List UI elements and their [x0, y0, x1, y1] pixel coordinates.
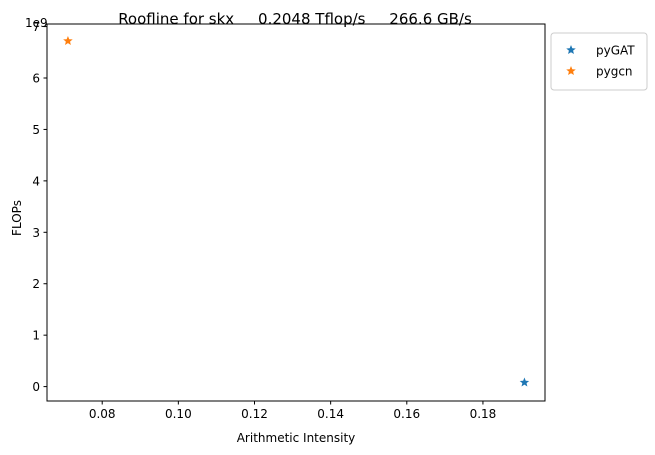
legend-box [550, 32, 648, 91]
x-axis-ticks: 0.08 0.10 0.12 0.14 0.16 0.18 [89, 401, 496, 421]
y-tick-label: 1 [32, 329, 40, 343]
legend-marker-pygat [566, 45, 576, 55]
x-axis-label: Arithmetic Intensity [237, 431, 356, 445]
y-axis-offset-label: 1e9 [25, 16, 48, 30]
y-axis-ticks: 0 1 2 3 4 5 6 7 [32, 20, 47, 394]
data-point-pygat [519, 377, 530, 387]
y-tick-label: 5 [32, 123, 40, 137]
chart-title: Roofline for skx 0.2048 Tflop/s 266.6 GB… [118, 10, 472, 28]
x-tick-label: 0.14 [317, 407, 344, 421]
y-tick-label: 0 [32, 380, 40, 394]
y-tick-label: 7 [32, 20, 40, 34]
plot-frame [46, 23, 546, 402]
y-axis-label: FLOPs [10, 200, 24, 236]
legend-label-pygat: pyGAT [596, 44, 635, 58]
legend-label-pygcn: pygcn [596, 65, 633, 79]
y-tick-label: 4 [32, 174, 40, 188]
legend-marker-pygcn [566, 66, 576, 76]
y-tick-label: 3 [32, 226, 40, 240]
x-tick-label: 0.10 [165, 407, 192, 421]
data-points [63, 35, 530, 387]
y-tick-label: 2 [32, 277, 40, 291]
x-tick-label: 0.12 [241, 407, 268, 421]
x-tick-label: 0.16 [393, 407, 420, 421]
data-point-pygcn [63, 35, 73, 46]
legend: pyGAT pygcn [550, 32, 648, 91]
y-tick-label: 6 [32, 72, 40, 86]
x-tick-label: 0.08 [89, 407, 116, 421]
x-tick-label: 0.18 [470, 407, 497, 421]
